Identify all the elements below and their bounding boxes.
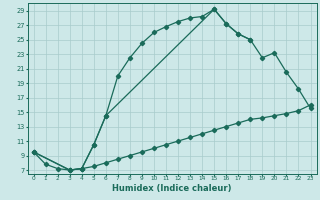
X-axis label: Humidex (Indice chaleur): Humidex (Indice chaleur)	[112, 184, 232, 193]
